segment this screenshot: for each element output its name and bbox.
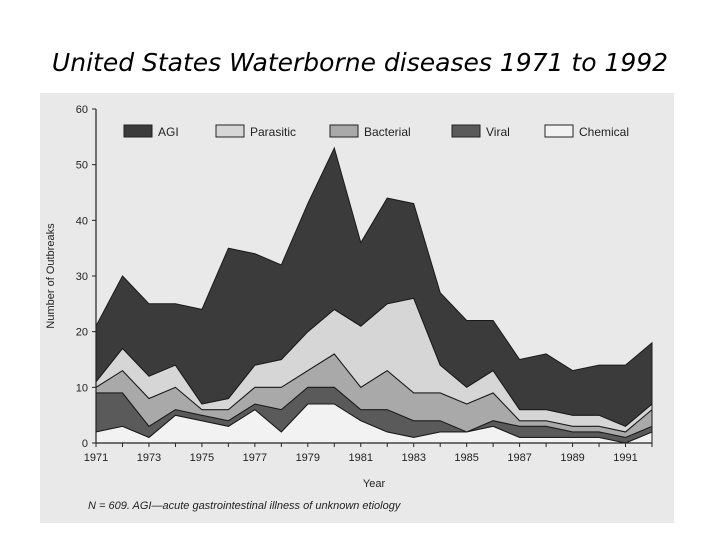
legend-label-viral: Viral [486,125,510,139]
legend-swatch-bacterial [329,124,359,138]
slide-title: United States Waterborne diseases 1971 t… [51,48,669,77]
x-tick-label: 1989 [560,452,584,464]
y-tick-label: 0 [82,438,88,450]
legend-swatch-viral [451,124,481,138]
legend-swatch-parasitic [215,124,245,138]
legend-swatch-agi [123,124,153,138]
footnote: N = 609. AGI—acute gastrointestinal illn… [88,500,402,512]
x-tick-label: 1971 [84,452,108,464]
x-tick-label: 1981 [349,452,373,464]
x-tick-label: 1979 [296,452,320,464]
y-tick-label: 30 [76,271,88,283]
y-tick-label: 40 [76,215,88,227]
x-tick-label: 1985 [454,452,478,464]
stacked-area-chart: 0 10 20 30 40 50 60 1971 1973 1975 1977 1979 1981 198… [45,104,653,512]
legend-label-bacterial: Bacterial [364,125,411,139]
areas-layer [95,146,653,444]
x-tick-label: 1975 [190,452,214,464]
x-tick-label: 1991 [613,452,637,464]
legend: AGI Parasitic Bacterial Viral Chemical [123,124,629,139]
x-tick-label: 1987 [507,452,531,464]
y-tick-label: 50 [76,160,88,172]
y-tick-label: 10 [76,382,88,394]
x-tick-label: 1983 [401,452,425,464]
x-tick-label: 1977 [243,452,267,464]
x-axis-title: Year [363,478,386,490]
y-tick-label: 20 [76,327,88,339]
legend-label-parasitic: Parasitic [250,125,296,139]
chart-figure: 0 10 20 30 40 50 60 1971 1973 1975 1977 1979 1981 198… [40,93,674,523]
x-tick-label: 1973 [137,452,161,464]
axes-layer: 0 10 20 30 40 50 60 1971 1973 1975 1977 1979 1981 198… [76,104,653,464]
y-tick-label: 60 [76,104,88,116]
legend-swatch-chemical [544,124,574,138]
legend-label-chemical: Chemical [579,125,629,139]
series-area-agi [95,146,653,427]
legend-label-agi: AGI [158,125,179,139]
y-axis-title: Number of Outbreaks [45,223,57,329]
